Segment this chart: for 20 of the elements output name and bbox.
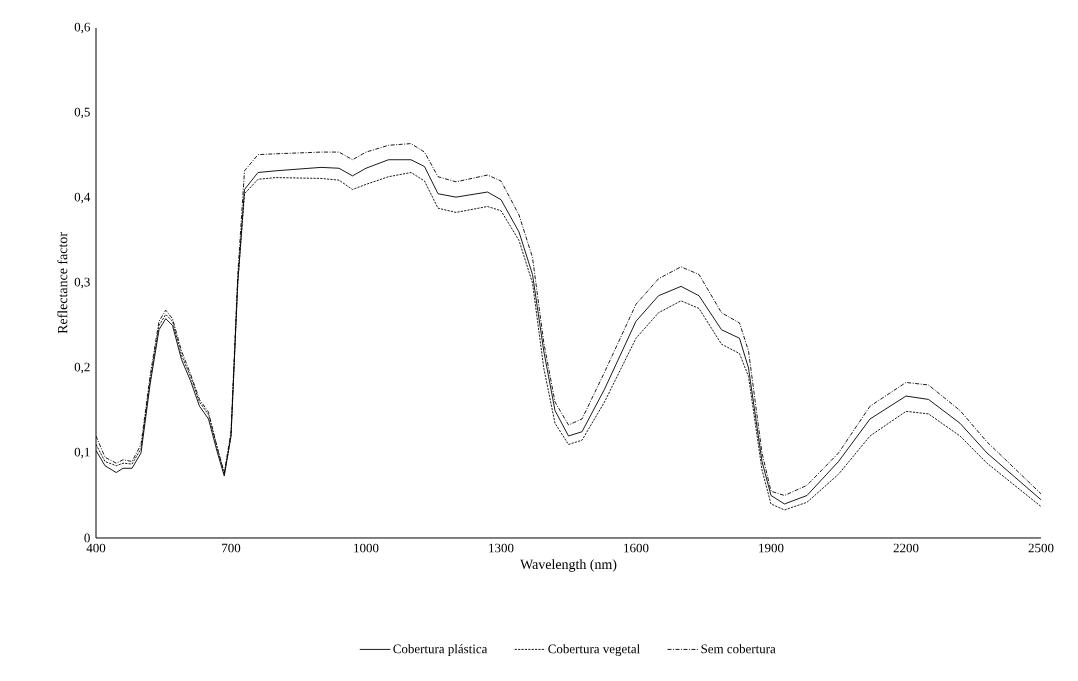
x-tick-label: 1300 xyxy=(489,543,514,553)
y-tick-label: 0,1 xyxy=(74,447,90,459)
x-tick-label: 2500 xyxy=(1028,543,1054,553)
y-tick-label: 0,5 xyxy=(74,107,90,119)
y-tick-label: 0 xyxy=(84,533,90,543)
y-tick-label: 0,2 xyxy=(74,362,90,374)
x-tick-label: 700 xyxy=(222,543,241,553)
legend-label: Cobertura vegetal xyxy=(548,644,640,656)
legend-label: Cobertura plástica xyxy=(393,644,488,656)
x-axis-title: Wavelength (nm) xyxy=(520,559,617,572)
y-tick-label: 0,3 xyxy=(74,277,90,289)
x-tick-label: 400 xyxy=(86,543,106,553)
x-tick-label: 1000 xyxy=(354,543,379,553)
legend-label: Sem cobertura xyxy=(701,644,776,654)
y-tick-label: 0,6 xyxy=(74,22,90,34)
x-tick-label: 2200 xyxy=(893,543,919,553)
y-axis-title: Reflectance factor xyxy=(57,232,68,334)
x-tick-label: 1600 xyxy=(624,543,649,553)
y-tick-label: 0,4 xyxy=(74,192,91,204)
x-tick-label: 1900 xyxy=(759,543,784,553)
